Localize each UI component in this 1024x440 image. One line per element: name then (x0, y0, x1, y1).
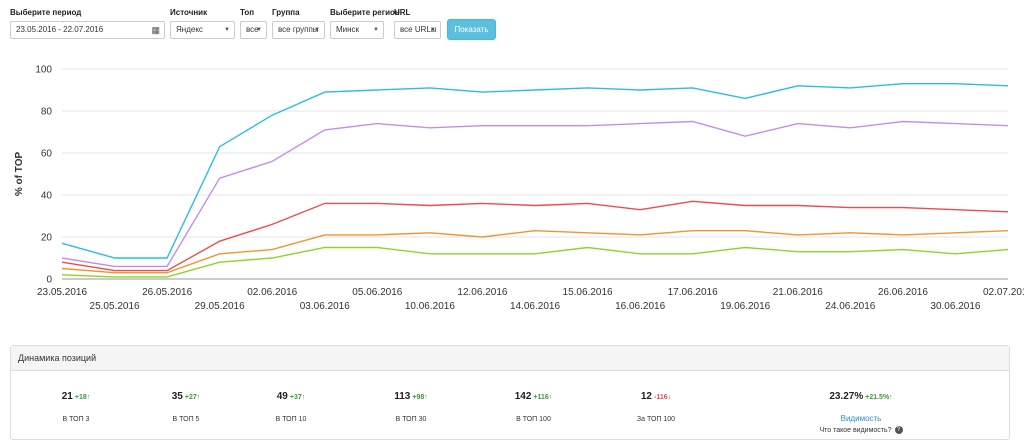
y-tick-label: 60 (41, 149, 53, 160)
top-select[interactable]: все ▼ (240, 21, 267, 39)
x-tick-label: 24.06.2016 (825, 301, 875, 312)
series-line-5 (61, 246, 1009, 278)
series-line-4 (61, 229, 1009, 274)
region-label: Выберите регион (330, 8, 400, 17)
stat-value: 142 (514, 391, 532, 402)
source-select[interactable]: Яндекс ▼ (170, 21, 235, 39)
visibility-delta: +21.5%↑ (865, 394, 893, 401)
group-label: Группа (272, 8, 300, 17)
period-value: 23.05.2016 - 22.07.2016 (16, 25, 104, 34)
url-value: все URLы (400, 25, 437, 34)
top-value: все (246, 25, 259, 34)
x-tick-label: 10.06.2016 (405, 301, 455, 312)
x-tick-label: 25.05.2016 (90, 301, 140, 312)
stat-delta: +116↑ (533, 394, 553, 401)
stat-delta: -116↓ (654, 394, 672, 401)
stat-label: В ТОП 10 (275, 416, 307, 423)
x-tick-label: 26.06.2016 (878, 287, 928, 298)
stat-label: В ТОП 100 (516, 416, 551, 423)
question-icon[interactable]: ? (894, 426, 903, 434)
x-tick-label: 21.06.2016 (773, 287, 823, 298)
stat-label: В ТОП 3 (62, 416, 90, 423)
region-value: Минск (336, 25, 360, 34)
series-line-1 (61, 83, 1009, 259)
stat-delta: +37↑ (289, 394, 306, 401)
y-tick-label: 40 (41, 191, 53, 202)
x-tick-label: 02.06.2016 (247, 287, 297, 298)
url-label: URL (394, 8, 411, 17)
stat-top100: 142 +116↑ В ТОП 100 (491, 386, 576, 423)
stat-delta: +18↑ (74, 394, 91, 401)
y-tick-label: 80 (41, 107, 53, 118)
y-tick-label: 0 (46, 275, 52, 286)
y-axis-label: % of TOP (14, 152, 25, 197)
source-value: Яндекс (176, 25, 203, 34)
visibility-link[interactable]: Видимость (840, 414, 882, 423)
chevron-down-icon: ▼ (314, 27, 320, 33)
stat-label: За ТОП 100 (636, 416, 676, 423)
visibility-question[interactable]: Что такое видимость? (819, 426, 892, 434)
stat-value: 113 (394, 391, 411, 402)
series-line-3 (61, 200, 1009, 272)
url-select[interactable]: все URLы ▼ (394, 21, 441, 39)
x-tick-label: 29.05.2016 (195, 301, 245, 312)
region-select[interactable]: Минск ▼ (330, 21, 384, 39)
period-label: Выберите период (10, 8, 82, 17)
source-label: Источник (170, 8, 208, 17)
stat-delta: +98↑ (412, 394, 428, 401)
x-tick-label: 26.05.2016 (142, 287, 192, 298)
x-tick-label: 02.07.2016 (983, 287, 1024, 298)
y-tick-label: 20 (41, 233, 53, 244)
top-label: Топ (240, 8, 255, 17)
show-button[interactable]: Показать (447, 19, 496, 40)
filters-bar: Выберите период 23.05.2016 - 22.07.2016 … (0, 0, 1024, 50)
stat-label: В ТОП 5 (172, 416, 200, 423)
panel-title: Динамика позиций (11, 346, 1009, 371)
x-tick-label: 19.06.2016 (720, 301, 770, 312)
group-select[interactable]: все группы ▼ (272, 21, 325, 39)
x-tick-label: 16.06.2016 (615, 301, 665, 312)
x-tick-label: 05.06.2016 (352, 287, 402, 298)
stat-top10: 49 +37↑ В ТОП 10 (256, 386, 326, 423)
y-tick-label: 100 (35, 65, 52, 76)
x-tick-label: 30.06.2016 (930, 301, 980, 312)
x-tick-label: 03.06.2016 (300, 301, 350, 312)
stat-value: 21 (61, 391, 73, 402)
positions-chart: 0 20 40 60 80 100 % of TOP 23.05.2016 26.05.2016… (14, 65, 1024, 313)
group-value: все группы (278, 25, 319, 34)
period-input[interactable]: 23.05.2016 - 22.07.2016 ▦ (10, 21, 165, 39)
x-tick-label: 17.06.2016 (668, 287, 718, 298)
stat-value: 49 (276, 391, 288, 402)
stat-top3: 21 +18↑ В ТОП 3 (41, 386, 111, 423)
x-tick-label: 14.06.2016 (510, 301, 560, 312)
chevron-down-icon: ▼ (430, 27, 436, 33)
stat-delta: +27↑ (184, 394, 201, 401)
stat-top5: 35 +27↑ В ТОП 5 (151, 386, 221, 423)
stat-top30: 113 +98↑ В ТОП 30 (371, 386, 451, 423)
x-tick-label: 15.06.2016 (563, 287, 613, 298)
stat-visibility: 23.27% +21.5%↑ Видимость Что такое видимо… (791, 386, 931, 434)
stat-label: В ТОП 30 (395, 416, 427, 423)
x-tick-label: 12.06.2016 (457, 287, 507, 298)
positions-panel: Динамика позиций 21 +18↑ В ТОП 3 35 +27↑ В… (10, 345, 1010, 440)
chevron-down-icon: ▼ (373, 27, 379, 33)
visibility-value: 23.27% (829, 391, 864, 402)
chevron-down-icon: ▼ (256, 27, 262, 33)
chevron-down-icon: ▼ (224, 27, 230, 33)
calendar-icon[interactable]: ▦ (151, 25, 160, 35)
stat-value: 12 (640, 391, 652, 402)
stat-value: 35 (171, 391, 183, 402)
series-line-2 (61, 120, 1009, 268)
stat-beyond-top100: 12 -116↓ За ТОП 100 (616, 386, 696, 423)
x-tick-label: 23.05.2016 (37, 287, 87, 298)
